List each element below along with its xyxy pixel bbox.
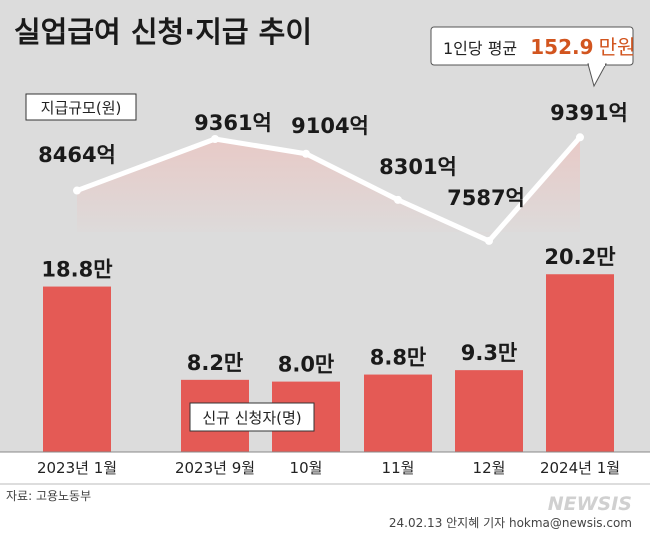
bar xyxy=(364,374,432,452)
line-area-band xyxy=(77,137,580,241)
average-callout: 1인당 평균 152.9 만원 xyxy=(430,26,635,88)
line-series xyxy=(73,133,584,245)
newsis-watermark: NEWSIS xyxy=(548,493,632,515)
bar xyxy=(546,274,614,452)
line-point xyxy=(576,133,584,142)
bar-value-label: 8.2만 xyxy=(187,351,244,375)
bar-value-label: 8.8만 xyxy=(370,346,427,370)
line-point xyxy=(394,195,402,204)
bar-value-label: 9.3만 xyxy=(461,341,518,365)
line-value-label: 9391억 xyxy=(550,101,628,125)
callout-unit: 만원 xyxy=(599,35,636,59)
chart-title: 실업급여 신청·지급 추이 xyxy=(14,15,312,49)
callout-prefix: 1인당 평균 xyxy=(443,39,517,58)
line-legend-label: 지급규모(원) xyxy=(41,99,122,117)
credit-line: 24.02.13 안지혜 기자 hokma@newsis.com xyxy=(389,516,632,530)
line-value-label: 8301억 xyxy=(379,155,457,179)
x-tick-label: 2023년 1월 xyxy=(37,459,117,477)
line-area-fill xyxy=(77,137,580,241)
line-point xyxy=(485,236,493,245)
bar-value-label: 18.8만 xyxy=(41,258,112,282)
line-value-label: 8464억 xyxy=(38,143,116,167)
x-tick-label: 2024년 1월 xyxy=(540,459,620,477)
line-legend-box xyxy=(25,93,137,121)
source-note: 자료: 고용노동부 xyxy=(6,489,91,503)
bar-legend: 신규 신청자(명) xyxy=(189,402,315,432)
line-value-label: 9361억 xyxy=(194,111,272,135)
line-path xyxy=(74,134,583,244)
bar-value-label: 8.0만 xyxy=(278,353,335,377)
x-tick-label: 11월 xyxy=(382,459,415,477)
x-tick-label: 10월 xyxy=(290,459,323,477)
line-value-label: 9104억 xyxy=(291,114,369,138)
line-value-label: 7587억 xyxy=(447,186,525,210)
callout-value: 152.9 xyxy=(530,35,593,59)
data-labels: 8464억 9361억 9104억 8301억 7587억 9391억 18.8만 8.2만 8… xyxy=(38,101,628,377)
callout-box xyxy=(430,26,634,66)
bar-legend-box xyxy=(189,402,315,432)
line-point xyxy=(73,186,81,195)
line-point xyxy=(211,135,219,143)
x-tick-label: 12월 xyxy=(473,459,506,477)
line-point xyxy=(302,149,310,158)
x-tick-label: 2023년 9월 xyxy=(175,459,255,477)
bar xyxy=(455,370,523,452)
bar-value-label: 20.2만 xyxy=(544,245,615,269)
x-axis-labels: 2023년 1월 2023년 9월 10월 11월 12월 2024년 1월 xyxy=(37,459,620,477)
callout-text: 1인당 평균 152.9 만원 xyxy=(443,35,635,59)
bar xyxy=(43,286,111,452)
bar-legend-label: 신규 신청자(명) xyxy=(202,409,301,427)
line-legend: 지급규모(원) xyxy=(25,93,137,121)
callout-pointer-mask xyxy=(589,61,605,66)
